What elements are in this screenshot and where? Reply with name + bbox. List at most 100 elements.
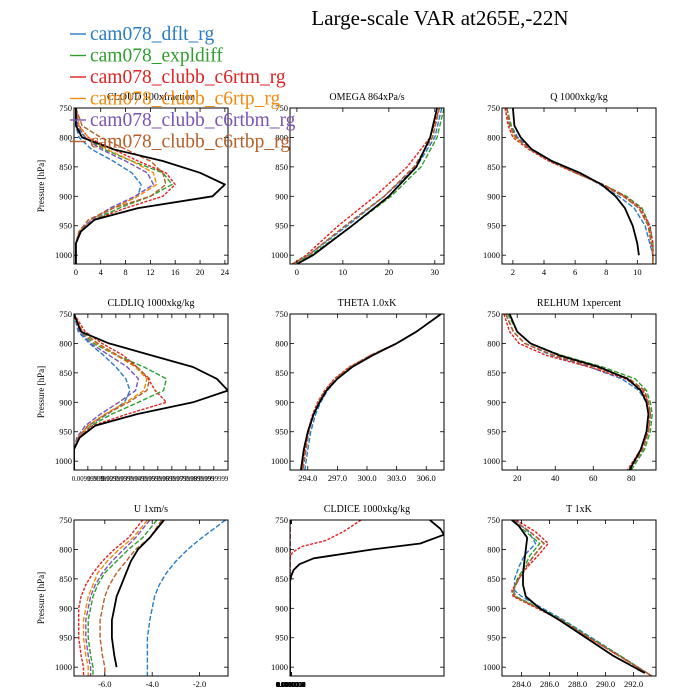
y-tick-label: 750 (275, 309, 288, 319)
x-tick-label: 0 (74, 267, 78, 277)
x-tick-label: 0.0799999 (171, 476, 200, 483)
chart-panel-3: 750 800 850 900 950 1000 2 4 6 8 10 Q 1000xkg/kg (483, 92, 657, 277)
chart-panel-2: 750 800 850 900 950 1000 0 10 20 30 OMEGA 864xPa/s (271, 92, 445, 277)
x-tick-label: 0.0000004 (276, 682, 305, 689)
series-line-7 (512, 108, 640, 256)
y-tick-label: 950 (275, 221, 288, 231)
y-tick-label: 900 (487, 397, 500, 407)
x-tick-label: 12 (146, 267, 155, 277)
x-tick-label: 286.0 (540, 679, 559, 689)
series-line-2 (291, 108, 444, 264)
y-tick-label: 800 (275, 132, 288, 142)
y-tick-label: 750 (59, 309, 72, 319)
x-tick-label: 0.0000008 (277, 682, 306, 689)
x-tick-label: 20 (385, 267, 394, 277)
y-tick-label: 800 (59, 544, 72, 554)
x-tick-label: 20 (513, 473, 522, 483)
plot-frame (289, 519, 445, 677)
y-tick-label: 800 (487, 132, 500, 142)
series-line-1 (513, 520, 653, 676)
y-tick-label: 900 (487, 603, 500, 613)
y-tick-label: 1000 (55, 456, 72, 466)
panel-title: Q 1000xkg/kg (550, 92, 608, 103)
plot-frame (501, 313, 657, 471)
series-line-1 (146, 520, 227, 676)
panel-title: OMEGA 864xPa/s (329, 92, 404, 103)
y-tick-label: 900 (275, 397, 288, 407)
x-tick-label: 6 (573, 267, 577, 277)
y-axis-label: Pressure [hPa] (36, 366, 46, 418)
chart-panel-4: 75080085090095010000.009999990.01999990.… (36, 298, 229, 483)
y-tick-label: 850 (487, 368, 500, 378)
series-line-3 (291, 108, 441, 264)
y-tick-label: 900 (487, 191, 500, 201)
x-tick-label: 0.0000002 (276, 682, 305, 689)
y-tick-label: 850 (59, 574, 72, 584)
x-tick-label: 4 (542, 267, 547, 277)
y-tick-label: 950 (275, 427, 288, 437)
x-tick-label: 10 (633, 267, 642, 277)
series-line-6 (512, 520, 653, 676)
series-line-3 (290, 520, 362, 676)
x-tick-label: 0.0000011 (277, 682, 306, 689)
series-group (290, 520, 444, 676)
series-line-4 (82, 520, 148, 676)
x-tick-label: 8 (604, 267, 608, 277)
plot-frame (73, 519, 229, 677)
x-tick-label: -6.0 (98, 679, 111, 689)
series-line-5 (85, 520, 151, 676)
chart-panel-5: 750 800 850 900 950 1000 294.0 297.0 300.0 303.0 3… (271, 298, 445, 483)
y-axis-label: Pressure [hPa] (36, 160, 46, 212)
legend-item: cam078_clubb_c6rtp_rg (70, 89, 281, 110)
legend-label: cam078_clubb_c6rtbm_rg (90, 110, 296, 131)
legend-item: cam078_clubb_c6rtbp_rg (70, 132, 290, 153)
series-line-7 (111, 520, 165, 668)
y-tick-label: 950 (59, 221, 72, 231)
x-tick-label: 0.0000007 (276, 682, 305, 689)
series-group (77, 520, 227, 676)
x-tick-label: -4.0 (145, 679, 158, 689)
x-tick-label: 0.0999999 (199, 476, 228, 483)
x-tick-label: 0.0000010 (277, 682, 306, 689)
x-tick-label: 0.0000003 (276, 682, 305, 689)
y-tick-label: 950 (59, 427, 72, 437)
x-tick-label: 10 (339, 267, 348, 277)
panel-title: CLOUD 100xfraction (107, 92, 195, 103)
series-line-6 (74, 314, 151, 470)
x-tick-label: 0.0000005 (276, 682, 305, 689)
legend-item: cam078_dflt_rg (70, 24, 214, 45)
x-tick-label: 303.0 (387, 473, 406, 483)
plot-frame (289, 107, 445, 265)
x-tick-label: 8 (123, 267, 127, 277)
panel-title: THETA 1.0xK (338, 298, 397, 309)
y-tick-label: 800 (275, 544, 288, 554)
x-tick-label: 0.0000009 (277, 682, 306, 689)
x-tick-label: 284.0 (512, 679, 531, 689)
y-tick-label: 900 (275, 603, 288, 613)
x-tick-label: 0.0299999 (101, 476, 130, 483)
y-axis-label: Pressure [hPa] (36, 572, 46, 624)
series-group (75, 108, 226, 264)
series-line-7 (74, 314, 228, 470)
y-tick-label: 800 (275, 338, 288, 348)
plot-frame (73, 107, 229, 265)
series-line-7 (300, 314, 442, 470)
series-line-6 (75, 108, 167, 264)
y-tick-label: 750 (59, 515, 72, 525)
x-tick-label: 0 (295, 267, 299, 277)
x-tick-label: 0.0599999 (143, 476, 172, 483)
series-group (503, 314, 653, 470)
series-group (74, 314, 228, 470)
legend-label: cam078_clubb_c6rtp_rg (90, 89, 281, 110)
y-tick-label: 750 (275, 103, 288, 113)
y-tick-label: 1000 (483, 250, 500, 260)
x-tick-label: 0.0899999 (185, 476, 214, 483)
chart-panel-8: 750 800 850 900 950 1000 0.00000010.00000020.0… (271, 504, 445, 689)
y-tick-label: 1000 (271, 456, 288, 466)
x-tick-label: 288.0 (568, 679, 587, 689)
series-line-5 (74, 314, 140, 470)
series-group (511, 520, 653, 676)
legend-item: cam078_clubb_c6rtbm_rg (70, 110, 296, 131)
x-tick-label: 292.0 (624, 679, 643, 689)
x-tick-label: 0.00999999 (72, 476, 105, 483)
